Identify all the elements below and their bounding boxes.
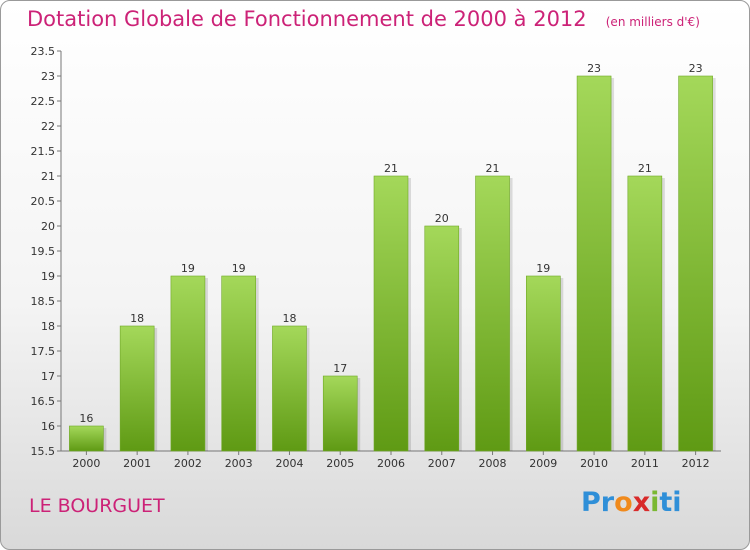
chart-title: Dotation Globale de Fonctionnement de 20…	[27, 7, 700, 31]
y-tick-label: 16.5	[31, 395, 56, 408]
x-tick-label: 2008	[479, 457, 507, 470]
bar-2010	[576, 75, 612, 452]
logo-letter: t	[659, 487, 673, 518]
x-tick-label: 2007	[428, 457, 456, 470]
y-tick-label: 20.5	[31, 195, 56, 208]
x-tick-label: 2000	[72, 457, 100, 470]
y-tick-label: 18.5	[31, 295, 56, 308]
value-label: 19	[232, 262, 246, 275]
y-tick-label: 23.5	[31, 45, 56, 58]
y-tick-label: 23	[41, 70, 55, 83]
x-tick-label: 2001	[123, 457, 151, 470]
bar-2007	[424, 225, 460, 452]
x-tick-label: 2003	[225, 457, 253, 470]
x-tick-label: 2010	[580, 457, 608, 470]
bar-2004	[272, 325, 307, 452]
y-tick-label: 16	[41, 420, 55, 433]
logo-letter: o	[614, 487, 633, 518]
value-label: 21	[638, 162, 652, 175]
value-label: 21	[384, 162, 398, 175]
y-tick-label: 19.5	[31, 245, 56, 258]
y-tick-label: 22	[41, 120, 55, 133]
value-label: 17	[333, 362, 347, 375]
value-label: 23	[689, 62, 703, 75]
logo-letter: x	[632, 487, 651, 518]
y-tick-label: 18	[41, 320, 55, 333]
bar-2008	[475, 175, 510, 452]
proxiti-logo: Proxiti	[581, 487, 682, 518]
logo-letter: r	[600, 487, 615, 518]
bar-2012	[678, 75, 713, 452]
y-tick-label: 17.5	[31, 345, 56, 358]
x-tick-label: 2011	[631, 457, 659, 470]
x-tick-label: 2005	[326, 457, 354, 470]
bar-2011	[627, 175, 663, 452]
bar-2002	[170, 275, 206, 452]
value-label: 20	[435, 212, 449, 225]
logo-letter: i	[650, 487, 660, 518]
title-unit: (en milliers d'€)	[605, 15, 700, 29]
x-tick-label: 2009	[529, 457, 557, 470]
y-tick-label: 17	[41, 370, 55, 383]
y-tick-label: 20	[41, 220, 55, 233]
y-tick-label: 15.5	[31, 445, 56, 458]
value-label: 19	[536, 262, 550, 275]
x-tick-label: 2002	[174, 457, 202, 470]
y-tick-label: 21.5	[31, 145, 56, 158]
value-label: 19	[181, 262, 195, 275]
bar-2001	[119, 325, 155, 452]
bar-2000	[69, 425, 104, 452]
bar-2005	[322, 375, 358, 452]
bar-2003	[221, 275, 256, 452]
x-tick-label: 2012	[682, 457, 710, 470]
value-label: 18	[130, 312, 144, 325]
logo-letter: P	[581, 487, 601, 518]
value-label: 18	[282, 312, 296, 325]
title-text: Dotation Globale de Fonctionnement de 20…	[27, 7, 587, 31]
x-tick-label: 2004	[275, 457, 303, 470]
value-label: 23	[587, 62, 601, 75]
y-tick-label: 19	[41, 270, 55, 283]
y-tick-label: 21	[41, 170, 55, 183]
value-label: 16	[79, 412, 93, 425]
bar-2006	[373, 175, 409, 452]
commune-name: LE BOURGUET	[29, 495, 165, 517]
logo-letter: i	[672, 487, 682, 518]
bar-2009	[526, 275, 561, 452]
value-label: 21	[486, 162, 500, 175]
x-tick-label: 2006	[377, 457, 405, 470]
y-tick-label: 22.5	[31, 95, 56, 108]
